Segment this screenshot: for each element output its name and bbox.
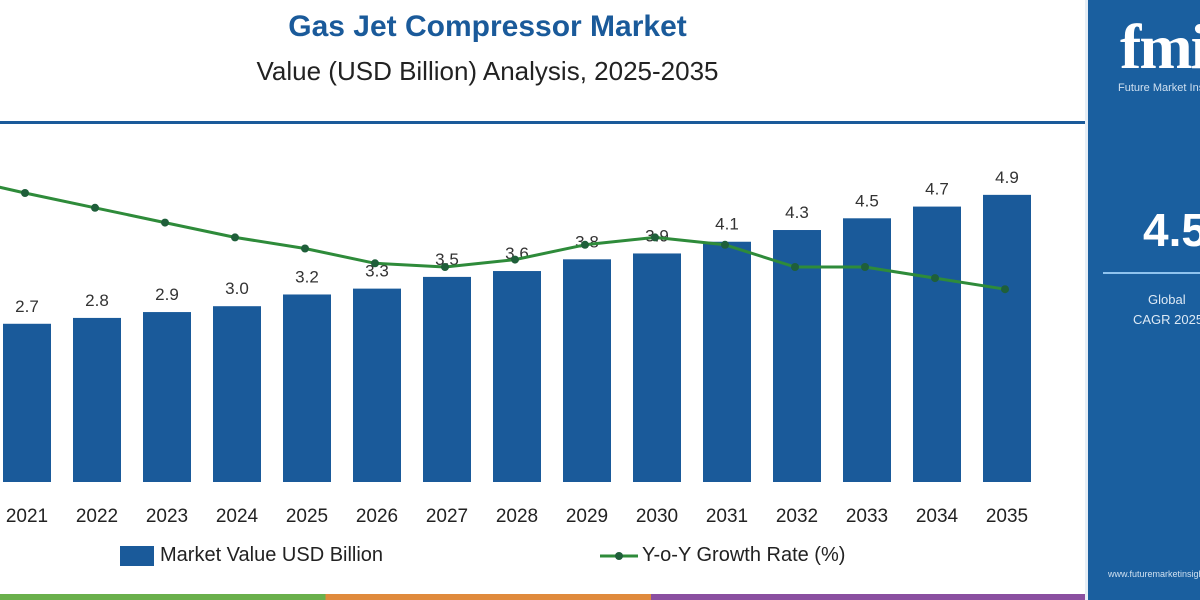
x-tick-2033: 2033 [846,506,888,527]
legend-label: Market Value USD Billion [160,544,384,566]
data-label-2033: 4.5 [855,191,879,210]
x-tick-2028: 2028 [496,506,538,527]
growth-point-2033 [861,263,869,271]
growth-point-2032 [791,263,799,271]
bar-2033 [843,218,891,483]
x-tick-2035: 2035 [986,506,1028,527]
data-label-2022: 2.8 [85,291,109,310]
chart-subtitle: Value (USD Billion) Analysis, 2025-2035 [256,56,719,86]
growth-point-2029 [581,240,589,249]
panel-divider [1103,272,1200,274]
bar-2035 [983,194,1031,483]
legend-label: Y-o-Y Growth Rate (%) [642,544,846,566]
x-tick-2022: 2022 [76,506,118,527]
growth-point-2022 [91,203,99,212]
x-tick-2034: 2034 [916,506,959,527]
bar-2024 [213,306,261,482]
data-label-2035: 4.9 [995,168,1019,187]
x-tick-2027: 2027 [426,506,468,527]
bar-2027 [423,276,471,482]
bar-2021 [3,323,51,482]
data-label-2031: 4.1 [715,215,739,234]
chart-title: Gas Jet Compressor Market [288,10,687,43]
bar-2032 [773,230,821,482]
bar-2025 [283,294,331,482]
growth-point-2035 [1001,285,1009,294]
data-label-2023: 2.9 [155,285,179,304]
x-tick-2029: 2029 [566,506,608,527]
bar-2026 [353,288,401,482]
growth-line [0,185,1006,291]
x-tick-2032: 2032 [776,506,818,527]
data-label-2027: 3.5 [435,250,459,269]
legend-item-market-value: Market Value USD Billion [120,544,383,567]
bar-2030 [633,253,681,482]
growth-point-2031 [721,240,729,249]
title-divider [0,121,1085,124]
data-label-2024: 3.0 [225,279,249,298]
x-tick-2026: 2026 [356,506,398,527]
growth-point-2021 [21,189,29,197]
x-tick-2030: 2030 [636,506,678,527]
x-tick-2023: 2023 [146,506,188,527]
growth-point-2028 [511,255,519,264]
legend-swatch-line [600,551,638,560]
bar-2031 [703,241,751,482]
bar-2023 [143,312,191,482]
growth-point-2026 [371,259,379,268]
growth-point-2034 [931,274,939,283]
x-tick-2021: 2021 [6,506,48,527]
x-tick-2031: 2031 [706,506,748,527]
bar-2034 [913,206,961,482]
cagr-label-1: Global [1148,292,1186,307]
growth-point-2023 [161,218,169,227]
logo-text: Future Market Insights [1118,82,1200,94]
growth-point-2030 [651,233,659,242]
bar-2022 [73,317,121,482]
growth-point-2025 [301,244,309,253]
bottom-color-strip [0,594,1085,600]
cagr-label-2: CAGR 2025-2035 [1133,312,1200,327]
brand-panel: fmi Future Market Insights 4.5% Global C… [1085,0,1200,600]
data-label-2025: 3.2 [295,267,319,286]
cagr-value: 4.5% [1143,204,1200,256]
bar-2028 [493,271,541,482]
growth-point-2024 [231,233,239,242]
data-label-2034: 4.7 [925,180,949,199]
data-label-2032: 4.3 [785,203,809,222]
legend-item-growth: Y-o-Y Growth Rate (%) [600,544,845,567]
growth-point-2027 [441,263,449,271]
bar-2029 [563,259,611,482]
website: www.futuremarketinsights.com [1108,569,1200,579]
data-label-2026: 3.3 [365,262,389,281]
data-label-2021: 2.7 [15,297,39,316]
x-tick-2024: 2024 [216,506,259,527]
chart-plot: 2.7 2021 2.8 2022 2.9 2023 3.0 2024 3.2 2025 3.3 20… [0,168,1031,527]
legend-swatch-bar [120,545,154,566]
x-tick-2025: 2025 [286,506,328,527]
cagr-label: Global CAGR 2025-2035 [1133,290,1200,330]
fmi-logo: fmi [1120,11,1200,82]
